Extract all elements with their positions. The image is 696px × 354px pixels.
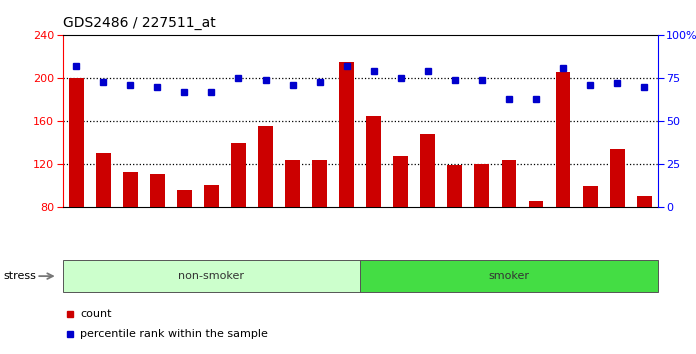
Bar [122, 172, 138, 207]
Bar [475, 164, 489, 207]
Bar [448, 165, 462, 207]
FancyBboxPatch shape [63, 260, 361, 292]
Bar [610, 149, 624, 207]
Bar [420, 134, 435, 207]
Bar [502, 160, 516, 207]
Text: stress: stress [3, 271, 36, 281]
Text: non-smoker: non-smoker [178, 271, 244, 281]
Bar [177, 190, 192, 207]
Bar [258, 126, 273, 207]
Text: percentile rank within the sample: percentile rank within the sample [81, 329, 269, 339]
Bar [204, 184, 219, 207]
Bar [637, 196, 651, 207]
Bar [69, 78, 84, 207]
Bar [339, 62, 354, 207]
Bar [393, 156, 408, 207]
Bar [150, 174, 165, 207]
Text: smoker: smoker [489, 271, 530, 281]
Bar [285, 160, 300, 207]
Bar [96, 153, 111, 207]
Bar [528, 201, 544, 207]
Bar [313, 160, 327, 207]
Bar [366, 116, 381, 207]
Bar [583, 185, 598, 207]
Text: count: count [81, 309, 112, 319]
Text: GDS2486 / 227511_at: GDS2486 / 227511_at [63, 16, 215, 30]
FancyBboxPatch shape [361, 260, 658, 292]
Bar [555, 72, 571, 207]
Bar [231, 143, 246, 207]
